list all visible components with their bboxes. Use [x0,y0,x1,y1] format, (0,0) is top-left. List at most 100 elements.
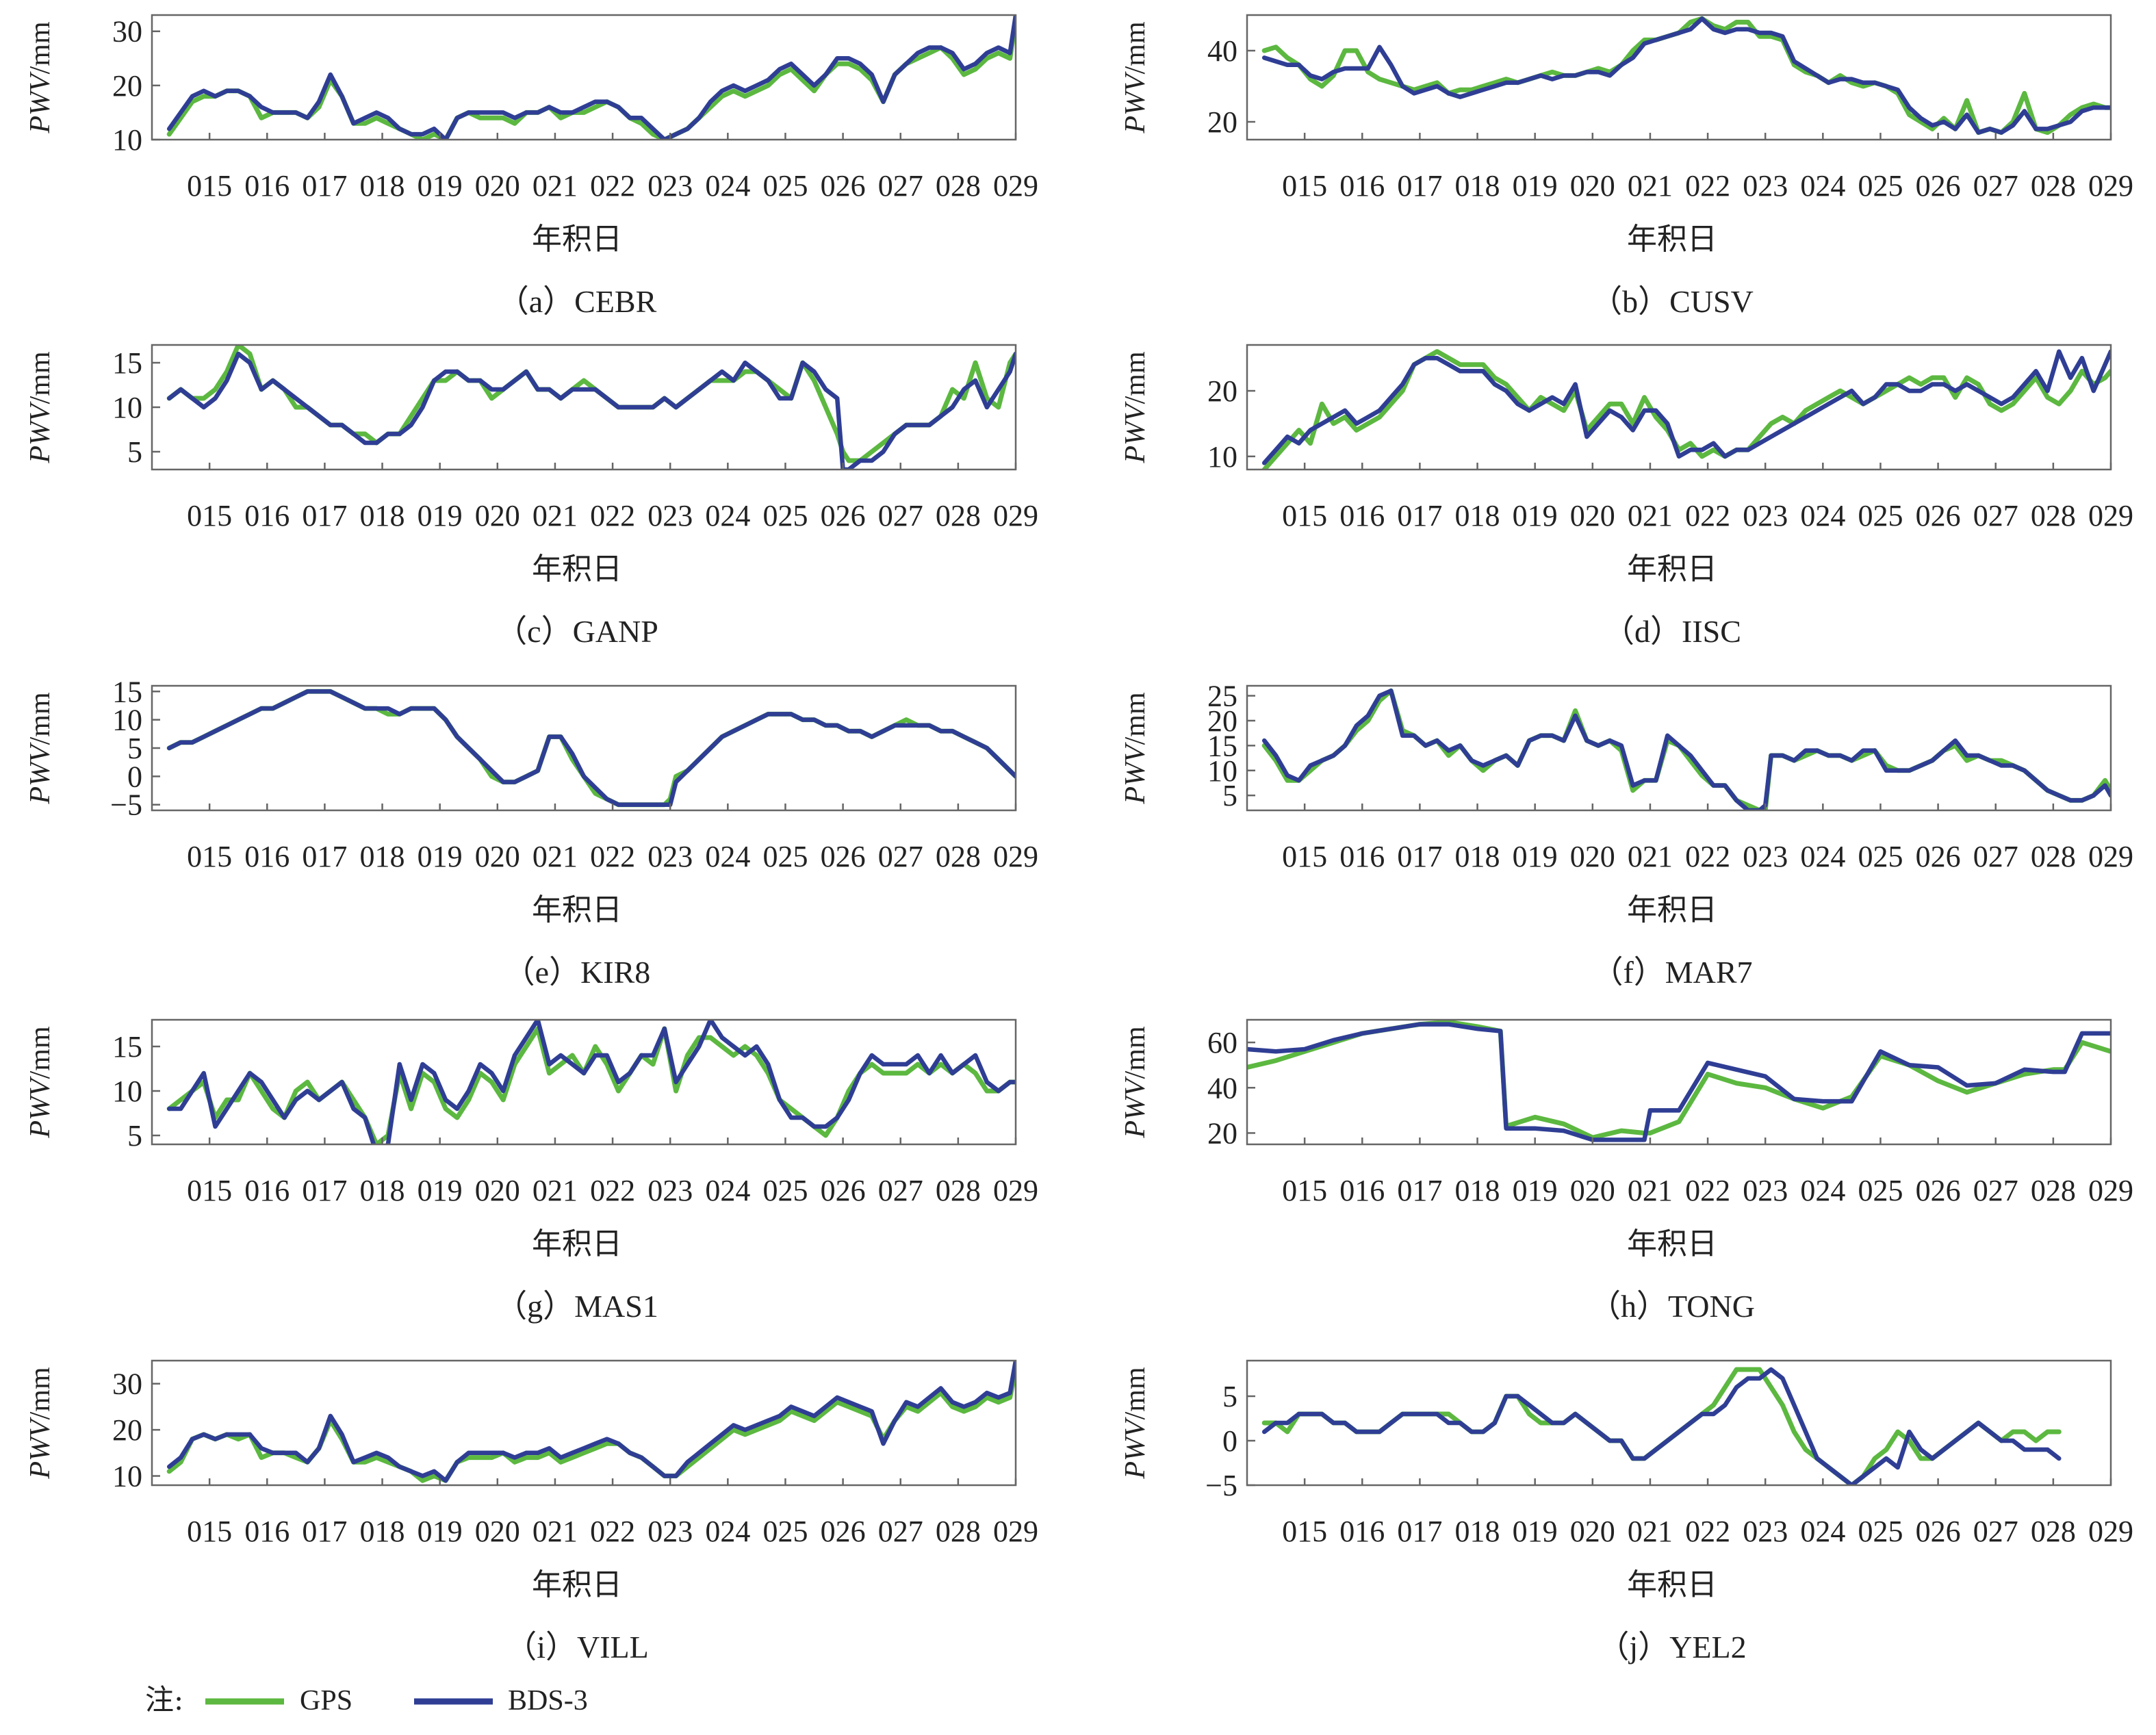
x-tick-label: 018 [1455,499,1500,532]
x-tick-label: 027 [878,840,923,873]
x-tick-label: 022 [1685,840,1730,873]
x-axis-label: 年积日 [532,552,622,587]
y-tick-label: 20 [1207,704,1237,738]
x-tick-label: 029 [2088,1174,2133,1207]
x-tick-label: 019 [418,1174,463,1207]
x-tick-label: 027 [1973,169,2018,203]
x-tick-label: 017 [302,1174,347,1207]
x-tick-label: 022 [1685,1515,1730,1548]
series-bds3-line-c [166,351,1016,470]
x-axis-label: 年积日 [1627,1226,1717,1261]
series-bds3-line-e [166,689,1016,807]
x-tick-label: 017 [1397,169,1442,203]
x-axis-label: 年积日 [532,1226,622,1261]
legend-bds-label: BDS-3 [508,1685,588,1717]
x-tick-label: 017 [302,499,347,532]
x-tick-label: 016 [1339,1515,1385,1548]
y-tick-label: 15 [112,1030,142,1064]
x-tick-label: 025 [1858,1515,1903,1548]
y-tick-label: 0 [1222,1424,1237,1458]
x-tick-label: 029 [993,169,1038,203]
y-tick-label: 10 [112,391,142,424]
plot-frame-d [1246,344,2112,471]
x-tick-label: 021 [532,1174,578,1207]
x-tick-label: 017 [1397,840,1442,873]
x-tick-label: 021 [1628,840,1673,873]
x-tick-label: 023 [1743,1174,1788,1207]
y-tick-label: 10 [1207,754,1237,788]
x-tick-label: 015 [1282,840,1327,873]
y-tick-label: 5 [127,732,142,765]
panel-caption: （d）IISC [1603,614,1741,649]
x-tick-label: 026 [1916,169,1961,203]
x-tick-label: 015 [1282,169,1327,203]
y-axis-label: PWV/mm [1120,351,1151,464]
panel-caption: （f）MAR7 [1591,955,1752,990]
x-tick-label: 015 [187,1515,232,1548]
y-axis-label: PWV/mm [25,1367,56,1480]
x-tick-label: 021 [532,499,578,532]
panel-caption: （b）CUSV [1591,284,1754,319]
x-tick-label: 029 [2088,840,2133,873]
x-tick-label: 020 [475,169,520,203]
y-tick-label: 20 [1207,105,1237,139]
panel-a: 10 20 30 015 016 017 018 019 020 021 022 023 024 025 0… [25,14,1038,319]
plot-frame-f [1246,684,2112,812]
x-tick-label: 018 [360,840,405,873]
x-tick-label: 024 [705,1515,750,1548]
x-tick-label: 016 [244,169,290,203]
x-tick-label: 028 [936,169,981,203]
x-axis-label: 年积日 [532,892,622,927]
panel-caption: （a）CEBR [498,284,657,319]
x-tick-label: 021 [1628,1515,1673,1548]
x-tick-label: 022 [1685,1174,1730,1207]
x-tick-label: 026 [821,1174,866,1207]
y-tick-label: 5 [127,1119,142,1153]
x-tick-label: 029 [2088,1515,2133,1548]
plot-frame-i [151,1359,1017,1487]
panel-g: 5 10 15 015 016 017 018 019 020 021 022 023 024 025 02… [25,1018,1038,1324]
y-tick-label: 10 [112,704,142,737]
y-tick-label: 20 [112,1413,142,1447]
x-tick-label: 025 [762,169,808,203]
x-tick-label: 028 [2031,1174,2076,1207]
x-tick-label: 021 [1628,169,1673,203]
x-tick-label: 023 [1743,499,1788,532]
y-tick-label: −5 [110,788,142,822]
x-tick-label: 024 [1800,499,1845,532]
x-tick-label: 028 [936,1515,981,1548]
x-tick-label: 028 [936,840,981,873]
x-tick-label: 027 [878,169,923,203]
x-tick-label: 027 [1973,1174,2018,1207]
series-bds3-line-j [1261,1367,2062,1485]
series-bds3-line-d [1261,349,2111,465]
x-axis-label: 年积日 [1627,1567,1717,1602]
series-bds3-line-b [1261,16,2111,135]
x-tick-label: 017 [1397,1515,1442,1548]
series-bds3-line-f [1261,689,2111,810]
x-tick-label: 018 [1455,169,1500,203]
x-tick-label: 020 [1570,840,1615,873]
x-tick-label: 028 [936,1174,981,1207]
x-axis-label: 年积日 [532,1567,622,1602]
x-tick-label: 027 [1973,499,2018,532]
panel-h: 20 40 60 015 016 017 018 019 020 021 022 023 024 025 0… [1120,1018,2133,1324]
x-tick-label: 021 [532,169,578,203]
y-axis-label: PWV/mm [1120,21,1151,134]
series-gps-line-f [1261,688,2111,810]
x-tick-label: 026 [1916,1515,1961,1548]
x-tick-label: 017 [302,840,347,873]
x-tick-label: 019 [1513,499,1558,532]
x-tick-label: 018 [360,1174,405,1207]
x-tick-label: 020 [475,1174,520,1207]
y-axis-label: PWV/mm [1120,692,1151,805]
x-axis-label: 年积日 [1627,892,1717,927]
x-tick-label: 016 [1339,169,1385,203]
series-gps-line-g [166,1026,1016,1144]
y-axis-label: PWV/mm [25,1026,56,1139]
x-tick-label: 028 [2031,169,2076,203]
x-tick-label: 022 [590,840,635,873]
x-tick-label: 022 [590,1174,635,1207]
